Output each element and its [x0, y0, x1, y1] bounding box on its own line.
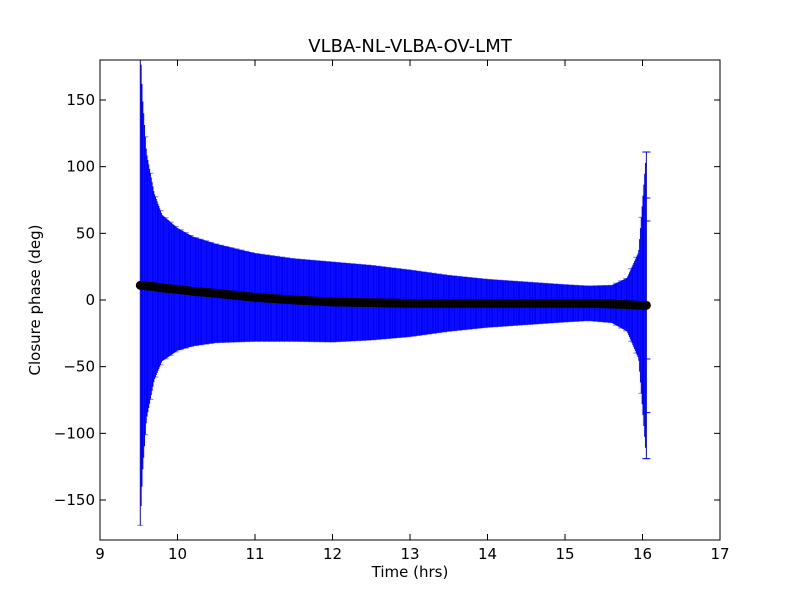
x-tick-label: 12 — [323, 545, 342, 563]
x-tick-label: 17 — [710, 545, 729, 563]
x-tick-label: 13 — [400, 545, 419, 563]
y-axis-ticks: −150 −100 −50 0 50 100 150 — [54, 91, 720, 509]
y-axis-label: Closure phase (deg) — [26, 225, 44, 376]
y-tick-label: −100 — [54, 424, 95, 442]
y-tick-label: −150 — [54, 491, 95, 509]
y-tick-label: 0 — [85, 291, 95, 309]
y-tick-label: −50 — [63, 358, 95, 376]
y-tick-label: 100 — [66, 158, 95, 176]
x-axis-ticks: 9 10 11 12 13 14 15 16 17 — [95, 60, 730, 563]
x-tick-label: 15 — [555, 545, 574, 563]
x-tick-label: 11 — [245, 545, 264, 563]
y-tick-label: 150 — [66, 91, 95, 109]
x-tick-label: 10 — [168, 545, 187, 563]
marker-series — [135, 280, 651, 310]
y-tick-label: 50 — [76, 224, 95, 242]
x-tick-label: 9 — [95, 545, 105, 563]
x-tick-label: 14 — [478, 545, 497, 563]
data-point — [641, 300, 651, 310]
x-tick-label: 16 — [633, 545, 652, 563]
x-axis-label: Time (hrs) — [371, 563, 449, 581]
chart-title: VLBA-NL-VLBA-OV-LMT — [308, 36, 512, 57]
